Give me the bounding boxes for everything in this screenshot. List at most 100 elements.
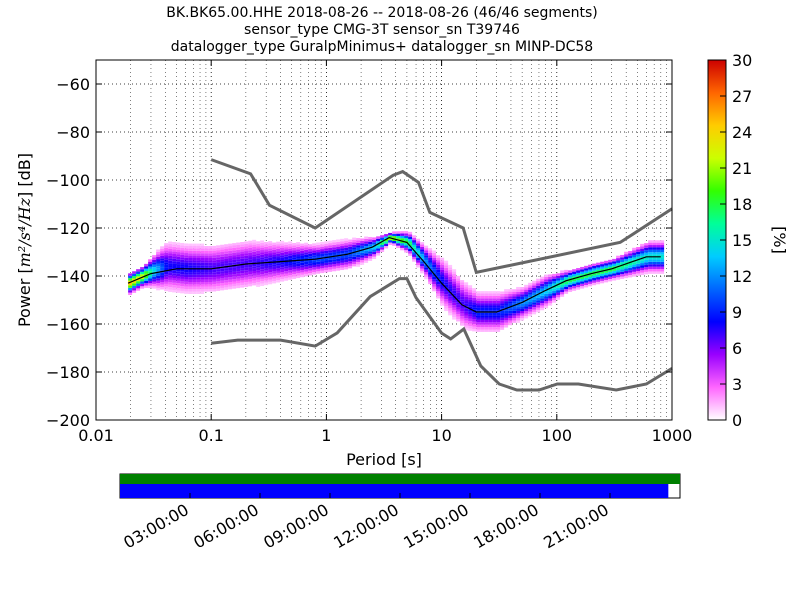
histogram-cell <box>520 303 525 307</box>
histogram-cell <box>560 280 565 283</box>
histogram-cell <box>520 294 525 297</box>
histogram-cell <box>356 240 361 243</box>
histogram-cell <box>244 267 249 271</box>
histogram-cell <box>340 243 345 247</box>
histogram-cell <box>436 296 441 299</box>
histogram-cell <box>488 295 493 299</box>
histogram-cell <box>532 304 537 308</box>
histogram-cell <box>140 286 145 289</box>
histogram-cell <box>520 311 525 314</box>
histogram-cell <box>484 305 489 308</box>
histogram-cell <box>332 242 337 245</box>
timeline-tick-label: 12:00:00 <box>330 500 402 552</box>
histogram-cell <box>484 307 489 311</box>
histogram-cell <box>200 255 205 258</box>
histogram-cell <box>636 256 641 260</box>
histogram-cell <box>148 268 153 272</box>
histogram-cell <box>424 257 429 261</box>
histogram-cell <box>176 259 181 262</box>
histogram-cell <box>608 276 613 280</box>
histogram-cell <box>580 286 585 289</box>
histogram-cell <box>436 255 441 258</box>
histogram-cell <box>168 255 173 259</box>
histogram-cell <box>152 276 157 280</box>
x-axis-label: Period [s] <box>346 450 422 469</box>
histogram-cell <box>292 252 297 255</box>
histogram-cell <box>196 243 201 246</box>
histogram-cell <box>364 241 369 244</box>
histogram-cell <box>264 275 269 278</box>
histogram-cell <box>240 280 245 283</box>
histogram-cell <box>432 284 437 287</box>
histogram-cell <box>412 259 417 262</box>
histogram-cell <box>436 257 441 261</box>
histogram-cell <box>528 292 533 295</box>
histogram-cell <box>452 281 457 284</box>
histogram-cell <box>164 276 169 280</box>
histogram-cell <box>372 249 377 252</box>
histogram-cell <box>472 288 477 291</box>
histogram-cell <box>528 294 533 298</box>
histogram-cell <box>228 270 233 273</box>
histogram-cell <box>396 243 401 246</box>
histogram-cell <box>252 254 257 257</box>
histogram-cell <box>240 249 245 252</box>
histogram-cell <box>660 252 665 255</box>
histogram-cell <box>480 295 485 299</box>
histogram-cell <box>148 266 153 269</box>
histogram-cell <box>176 252 181 255</box>
histogram-cell <box>276 253 281 257</box>
histogram-cell <box>168 284 173 288</box>
histogram-cell <box>380 249 385 253</box>
histogram-cell <box>652 266 657 270</box>
histogram-cell <box>372 247 377 250</box>
histogram-cell <box>272 276 277 279</box>
histogram-cell <box>496 324 501 328</box>
histogram-cell <box>292 264 297 267</box>
histogram-cell <box>388 242 393 245</box>
histogram-cell <box>504 310 509 314</box>
histogram-cell <box>620 257 625 260</box>
histogram-cell <box>160 272 165 276</box>
histogram-cell <box>184 281 189 285</box>
histogram-cell <box>220 247 225 250</box>
histogram-cell <box>484 329 489 332</box>
histogram-cell <box>568 287 573 290</box>
histogram-cell <box>208 272 213 275</box>
histogram-cell <box>468 290 473 293</box>
histogram-cell <box>652 240 657 243</box>
histogram-cell <box>428 262 433 265</box>
histogram-cell <box>624 270 629 274</box>
histogram-cell <box>224 287 229 290</box>
histogram-cell <box>444 289 449 292</box>
histogram-cell <box>572 278 577 282</box>
histogram-cell <box>316 266 321 269</box>
histogram-cell <box>648 252 653 255</box>
histogram-cell <box>172 277 177 281</box>
histogram-cell <box>488 305 493 308</box>
histogram-cell <box>596 267 601 270</box>
histogram-cell <box>392 238 397 241</box>
histogram-cell <box>420 261 425 264</box>
histogram-cell <box>476 305 481 308</box>
histogram-cell <box>416 241 421 244</box>
histogram-cell <box>204 286 209 290</box>
histogram-cell <box>516 286 521 290</box>
histogram-cell <box>144 273 149 276</box>
histogram-cell <box>260 278 265 282</box>
histogram-cell <box>476 327 481 330</box>
histogram-cell <box>660 269 665 272</box>
histogram-cell <box>256 265 261 268</box>
histogram-cell <box>324 258 329 261</box>
histogram-cell <box>344 262 349 265</box>
histogram-cell <box>524 296 529 300</box>
histogram-cell <box>188 289 193 292</box>
histogram-cell <box>228 284 233 287</box>
histogram-cell <box>344 252 349 256</box>
histogram-cell <box>296 268 301 271</box>
histogram-cell <box>320 246 325 250</box>
histogram-cell <box>268 272 273 275</box>
histogram-cell <box>540 286 545 289</box>
histogram-cell <box>456 316 461 320</box>
histogram-cell <box>608 267 613 270</box>
